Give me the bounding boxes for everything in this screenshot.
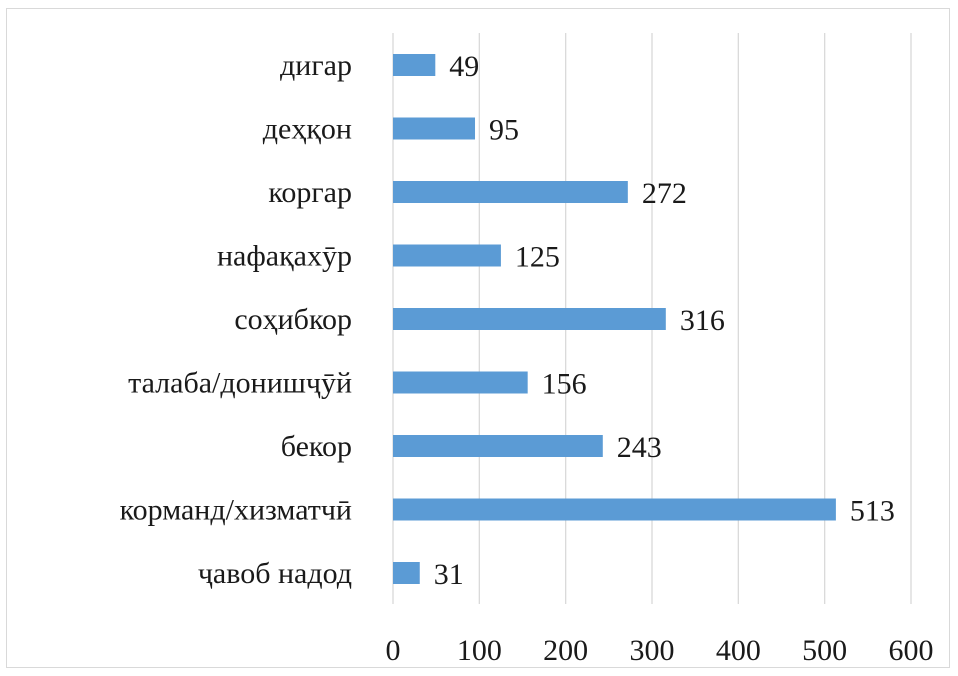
x-tick-label: 500 bbox=[802, 634, 847, 667]
data-label: 243 bbox=[617, 431, 662, 464]
data-label: 272 bbox=[642, 177, 687, 210]
category-label: дигар bbox=[280, 49, 352, 82]
bar bbox=[393, 244, 501, 267]
bar bbox=[393, 54, 436, 76]
bar bbox=[393, 181, 628, 203]
x-tick-label: 600 bbox=[889, 634, 934, 667]
chart-frame bbox=[6, 8, 950, 668]
data-label: 513 bbox=[850, 495, 895, 528]
x-axis-tick-labels: 0 100 200 300 400 500 600 bbox=[386, 634, 934, 667]
category-label: талаба/донишҷӯй bbox=[128, 367, 352, 400]
category-label: ҷавоб надод bbox=[198, 557, 352, 590]
bars bbox=[393, 54, 836, 584]
category-label: деҳқон bbox=[263, 113, 352, 146]
x-tick-label: 0 bbox=[386, 634, 401, 667]
category-label: соҳибкор bbox=[234, 303, 352, 336]
category-labels: дигар деҳқон коргар нафақахӯр соҳибкор талаба… bbox=[120, 49, 352, 590]
data-label: 31 bbox=[434, 558, 464, 591]
bar bbox=[393, 117, 476, 140]
x-tick-label: 200 bbox=[543, 634, 588, 667]
data-label: 316 bbox=[680, 304, 725, 337]
data-label: 156 bbox=[542, 368, 587, 401]
category-label: коргар bbox=[268, 176, 352, 209]
data-label: 49 bbox=[449, 50, 479, 83]
bar bbox=[393, 308, 666, 330]
bar bbox=[393, 371, 528, 394]
x-tick-label: 300 bbox=[630, 634, 675, 667]
bar bbox=[393, 562, 420, 584]
data-label: 125 bbox=[515, 241, 560, 274]
category-label: бекор bbox=[281, 430, 352, 463]
category-label: корманд/хизматчӣ bbox=[120, 494, 352, 527]
x-tick-label: 100 bbox=[457, 634, 502, 667]
data-label: 95 bbox=[489, 114, 519, 147]
value-labels: 49 95 272 125 316 156 243 513 31 bbox=[434, 50, 895, 591]
bar bbox=[393, 435, 603, 457]
bar bbox=[393, 498, 836, 521]
category-label: нафақахӯр bbox=[217, 240, 352, 273]
x-tick-label: 400 bbox=[716, 634, 761, 667]
